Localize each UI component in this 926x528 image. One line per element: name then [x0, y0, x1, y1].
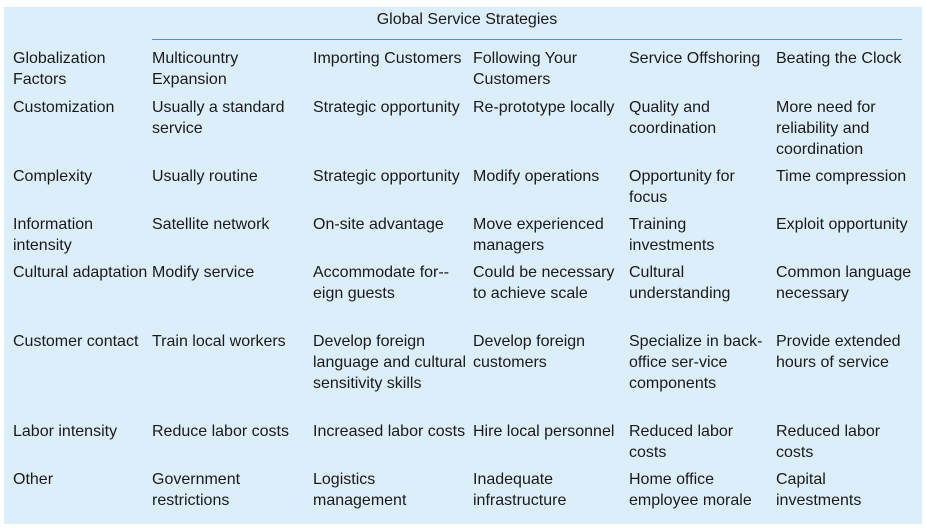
table-cell: Time compression	[776, 168, 907, 185]
table-cell: Develop foreign language and cultural se…	[313, 333, 467, 392]
table-cell: Specialize in back-office ser-­vice comp…	[629, 333, 763, 392]
factor-cell: Other	[13, 471, 54, 488]
table-cell: Hire local personnel	[473, 423, 615, 440]
factor-cell: Complexity	[13, 168, 93, 185]
factor-cell: Customer contact	[13, 333, 139, 350]
table-cell: On-site advantage	[313, 216, 444, 233]
table-cell: Provide extended hours of service	[776, 333, 901, 371]
table-row: Complexity Usually routine Strategic opp…	[13, 166, 916, 214]
table-cell: Exploit opportunity	[776, 216, 908, 233]
table-row: Cultural adaptation Modify service Accom…	[13, 262, 916, 331]
table-cell: Opportunity for focus	[629, 168, 735, 206]
table-cell: Accommodate for-­eign guests	[313, 264, 450, 302]
header-cell: Multicountry Expansion	[152, 50, 239, 88]
factor-cell: Information intensity	[13, 216, 94, 254]
header-cell: Importing Customers	[313, 50, 462, 67]
strategy-table-panel	[4, 7, 922, 524]
table-cell: Usually a standard service	[152, 99, 285, 137]
table-cell: Reduced labor costs	[776, 423, 881, 461]
table-cell: Could be necessary to achieve scale	[473, 264, 615, 302]
table-cell: More need for reliability and coordinati…	[776, 99, 876, 158]
table-cell: Move experienced managers	[473, 216, 604, 254]
table-cell: Inadequate infrastructure	[473, 471, 567, 509]
table-cell: Home office employee morale	[629, 471, 752, 509]
factor-cell: Cultural adaptation	[13, 264, 148, 281]
table-cell: Cultural understanding	[629, 264, 731, 302]
table-cell: Satellite network	[152, 216, 270, 233]
table-cell: Government restrictions	[152, 471, 241, 509]
header-cell: Globalization Factors	[13, 50, 106, 88]
table-cell: Modify service	[152, 264, 255, 281]
header-cell: Following Your Customers	[473, 50, 578, 88]
table-cell: Develop foreign customers	[473, 333, 586, 371]
table-cell: Training investments	[629, 216, 715, 254]
factor-cell: Customization	[13, 99, 115, 116]
header-row: Globalization Factors Multicountry Expan…	[13, 48, 916, 97]
table-cell: Re-prototype locally	[473, 99, 615, 116]
table-cell: Strategic opportunity	[313, 99, 460, 116]
table-cell: Modify operations	[473, 168, 600, 185]
table-cell: Increased labor costs	[313, 423, 466, 440]
table-row: Labor intensity Reduce labor costs Incre…	[13, 421, 916, 469]
table-cell: Logistics management	[313, 471, 407, 509]
header-cell: Beating the Clock	[776, 50, 902, 67]
table-cell: Common language necessary	[776, 264, 912, 302]
header-cell: Service Offshoring	[629, 50, 761, 67]
table-cell: Strategic opportunity	[313, 168, 460, 185]
table-cell: Usually routine	[152, 168, 258, 185]
table-cell: Capital investments	[776, 471, 862, 509]
header-divider	[152, 39, 902, 40]
table-row: Customer contact Train local workers Dev…	[13, 331, 916, 421]
factor-cell: Labor intensity	[13, 423, 118, 440]
table-row: Customization Usually a standard service…	[13, 97, 916, 166]
table-cell: Reduce labor costs	[152, 423, 289, 440]
table-row: Other Government restrictions Logistics …	[13, 469, 916, 513]
table-title: Global Service Strategies	[376, 11, 558, 28]
table-row: Information intensity Satellite network …	[13, 214, 916, 262]
table-cell: Reduced labor costs	[629, 423, 734, 461]
global-service-strategies-table: Globalization Factors Multicountry Expan…	[13, 48, 916, 513]
table-cell: Train local workers	[152, 333, 286, 350]
table-cell: Quality and coordination	[629, 99, 717, 137]
